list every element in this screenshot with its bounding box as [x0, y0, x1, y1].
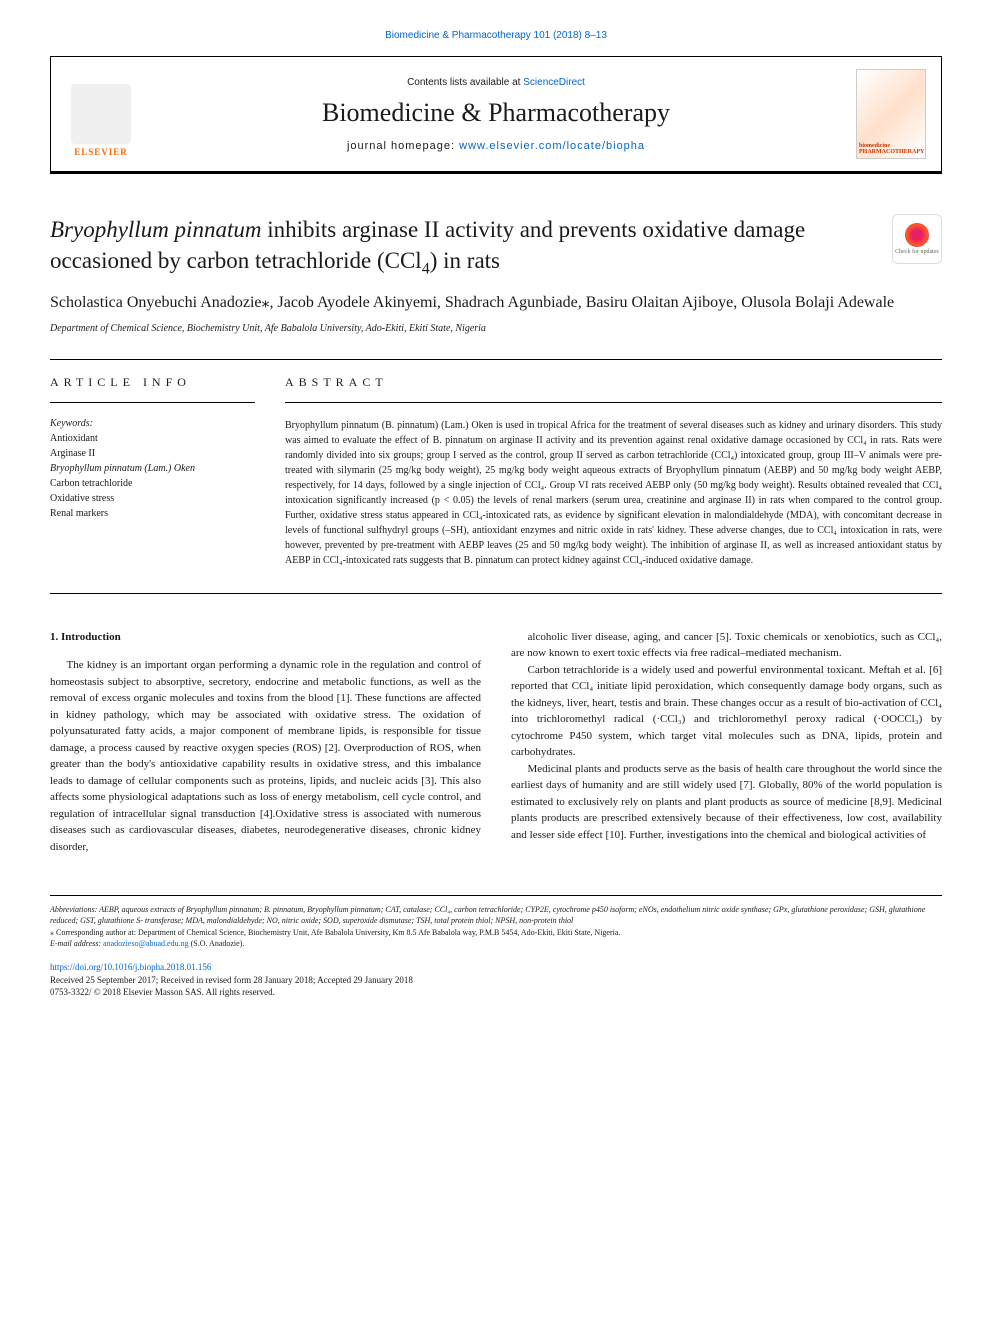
- contents-available: Contents lists available at ScienceDirec…: [136, 77, 856, 88]
- footnotes: Abbreviations: AEBP, aqueous extracts of…: [50, 895, 942, 999]
- column-right: alcoholic liver disease, aging, and canc…: [511, 629, 942, 856]
- abbreviations: Abbreviations: AEBP, aqueous extracts of…: [50, 904, 942, 926]
- divider: [50, 359, 942, 360]
- keyword: Arginase II: [50, 446, 255, 461]
- divider: [285, 402, 942, 403]
- intro-header: 1. Introduction: [50, 629, 481, 646]
- keyword: Carbon tetrachloride: [50, 476, 255, 491]
- elsevier-tree-icon: [71, 84, 131, 144]
- keyword: Renal markers: [50, 506, 255, 521]
- elsevier-logo[interactable]: ELSEVIER: [66, 72, 136, 157]
- affiliation: Department of Chemical Science, Biochemi…: [50, 323, 942, 334]
- received-dates: Received 25 September 2017; Received in …: [50, 974, 942, 987]
- email-link[interactable]: anadozieso@abuad.edu.ng: [103, 939, 189, 948]
- header-center: Contents lists available at ScienceDirec…: [136, 77, 856, 152]
- article-title: Bryophyllum pinnatum inhibits arginase I…: [50, 214, 892, 280]
- keyword: Antioxidant: [50, 431, 255, 446]
- journal-citation[interactable]: Biomedicine & Pharmacotherapy 101 (2018)…: [50, 30, 942, 41]
- body-paragraph: Carbon tetrachloride is a widely used an…: [511, 662, 942, 761]
- keywords-list: Antioxidant Arginase II Bryophyllum pinn…: [50, 431, 255, 521]
- sciencedirect-link[interactable]: ScienceDirect: [523, 77, 585, 88]
- corresponding-author: ⁎ Corresponding author at: Department of…: [50, 927, 942, 938]
- doi-link[interactable]: https://doi.org/10.1016/j.biopha.2018.01…: [50, 962, 211, 972]
- check-updates-button[interactable]: Check for updates: [892, 214, 942, 264]
- crossmark-icon: [905, 223, 929, 247]
- body-paragraph: alcoholic liver disease, aging, and canc…: [511, 629, 942, 662]
- divider: [50, 593, 942, 594]
- divider: [50, 402, 255, 403]
- journal-cover-thumbnail[interactable]: biomedicine PHARMACOTHERAPY: [856, 69, 926, 159]
- journal-name: Biomedicine & Pharmacotherapy: [136, 98, 856, 128]
- journal-homepage: journal homepage: www.elsevier.com/locat…: [136, 140, 856, 152]
- main-content: 1. Introduction The kidney is an importa…: [50, 629, 942, 856]
- column-left: 1. Introduction The kidney is an importa…: [50, 629, 481, 856]
- journal-header: ELSEVIER Contents lists available at Sci…: [50, 56, 942, 174]
- keyword: Oxidative stress: [50, 491, 255, 506]
- keyword: Bryophyllum pinnatum (Lam.) Oken: [50, 461, 255, 476]
- doi-section: https://doi.org/10.1016/j.biopha.2018.01…: [50, 961, 942, 999]
- abstract-header: ABSTRACT: [285, 375, 942, 390]
- info-abstract-row: ARTICLE INFO Keywords: Antioxidant Argin…: [50, 375, 942, 568]
- cover-text: biomedicine PHARMACOTHERAPY: [859, 143, 924, 155]
- homepage-link[interactable]: www.elsevier.com/locate/biopha: [459, 140, 645, 152]
- title-row: Bryophyllum pinnatum inhibits arginase I…: [50, 214, 942, 280]
- article-info: ARTICLE INFO Keywords: Antioxidant Argin…: [50, 375, 255, 568]
- abstract: ABSTRACT Bryophyllum pinnatum (B. pinnat…: [285, 375, 942, 568]
- body-paragraph: Medicinal plants and products serve as t…: [511, 761, 942, 844]
- body-paragraph: The kidney is an important organ perform…: [50, 657, 481, 855]
- elsevier-label: ELSEVIER: [74, 147, 128, 157]
- article-info-header: ARTICLE INFO: [50, 375, 255, 390]
- authors-list: Scholastica Onyebuchi Anadozie⁎, Jacob A…: [50, 292, 942, 314]
- email-line: E-mail address: anadozieso@abuad.edu.ng …: [50, 938, 942, 949]
- copyright: 0753-3322/ © 2018 Elsevier Masson SAS. A…: [50, 986, 942, 999]
- keywords-label: Keywords:: [50, 418, 255, 429]
- abstract-text: Bryophyllum pinnatum (B. pinnatum) (Lam.…: [285, 418, 942, 568]
